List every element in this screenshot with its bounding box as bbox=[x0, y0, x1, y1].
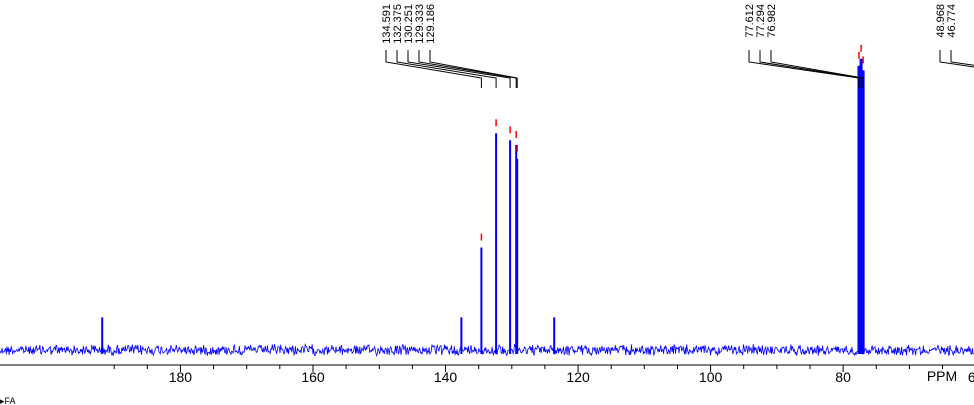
x-axis-tick-label: 120 bbox=[566, 369, 590, 385]
peak-labels: 134.591 132.375 130.251 129.333 129.186 77.61… bbox=[381, 4, 974, 88]
peak-label-connector bbox=[759, 50, 862, 88]
x-axis: 180 160 140 120 100 80 60 bbox=[0, 364, 974, 385]
x-axis-tick-label: 160 bbox=[301, 369, 325, 385]
baseline-noise bbox=[0, 342, 974, 357]
x-axis-tick-label: 80 bbox=[835, 369, 851, 385]
peak-label-connector bbox=[950, 50, 974, 66]
peak-label: 76.982 bbox=[766, 4, 778, 38]
peak-label-connector bbox=[939, 50, 974, 68]
peak-label: 48.968 bbox=[935, 4, 947, 38]
x-axis-tick-label: 60 bbox=[968, 369, 974, 385]
peak-pick-marks bbox=[480, 44, 864, 241]
peak-label: 132.375 bbox=[392, 4, 404, 44]
footer-text: ▸FA bbox=[0, 396, 16, 405]
baseline-noise-trace bbox=[0, 342, 974, 357]
peak-label: 77.612 bbox=[744, 4, 756, 38]
x-axis-tick-label: 180 bbox=[169, 369, 193, 385]
peak-label-connector bbox=[770, 50, 864, 88]
peak-label-connector bbox=[385, 50, 482, 88]
peak-label-connector bbox=[396, 50, 497, 88]
peak-label: 134.591 bbox=[381, 4, 393, 44]
peak-label: 129.333 bbox=[414, 4, 426, 44]
peak-label-connector bbox=[407, 50, 511, 88]
x-axis-unit-label: PPM bbox=[927, 368, 957, 384]
x-axis-tick-label: 100 bbox=[699, 369, 723, 385]
peak-label-connector bbox=[418, 50, 517, 88]
peak-label: 129.186 bbox=[425, 4, 437, 44]
x-axis-tick-label: 140 bbox=[434, 369, 458, 385]
peak-label: 46.774 bbox=[946, 4, 958, 38]
peak-label: 77.294 bbox=[755, 4, 767, 38]
peak-label-connector bbox=[748, 50, 860, 88]
peak-lines bbox=[101, 58, 865, 354]
peak-label-connector bbox=[429, 50, 518, 88]
peak-label: 130.251 bbox=[403, 4, 415, 44]
